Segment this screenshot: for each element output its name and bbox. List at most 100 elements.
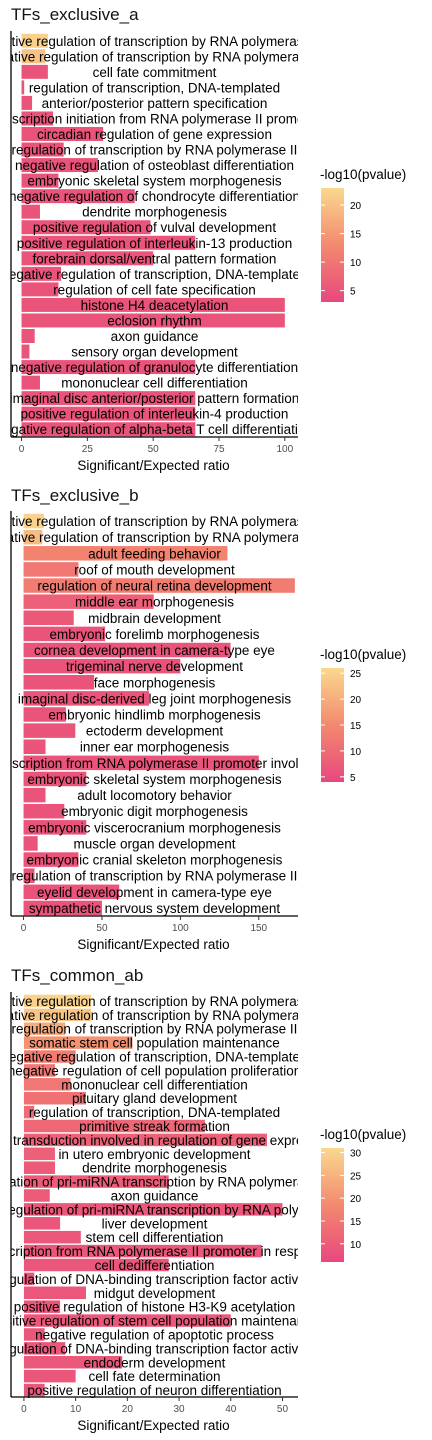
bar <box>23 675 95 690</box>
bar-label: adult locomotory behavior <box>77 788 232 803</box>
bar <box>23 594 154 609</box>
bar-label: regulation of pri-miRNA transcription by… <box>0 1175 330 1190</box>
bar <box>23 1203 283 1216</box>
bar-label: somatic stem cell population maintenance <box>29 1036 280 1051</box>
bar-label: regulation of transcription by RNA polym… <box>12 1022 298 1037</box>
bar-label: positive regulation of vulval developmen… <box>33 220 276 235</box>
bar-label: sensory organ development <box>71 345 238 360</box>
x-tick-label: 100 <box>172 923 189 934</box>
legend-tick-label: 25 <box>350 669 362 680</box>
bar-label: cell fate determination <box>88 1369 220 1384</box>
bar-label: regulation of transcription by RNA polym… <box>12 869 298 884</box>
legend-title: -log10(pvalue) <box>320 167 406 182</box>
bar <box>21 391 196 406</box>
bar-label: positive regulation of transcription by … <box>0 514 322 529</box>
legend-tick-label: 15 <box>350 1217 362 1228</box>
bar <box>23 1022 66 1035</box>
bar <box>21 142 64 157</box>
bar-label: regulation of transcription, DNA-templat… <box>29 1105 280 1120</box>
x-tick-label: 20 <box>122 1404 134 1415</box>
chart-panel-1: TFs_exclusive_a positive regulation of tr… <box>0 5 406 473</box>
bar-label: regulation of DNA-binding transcription … <box>0 1341 312 1356</box>
bar <box>23 1258 169 1272</box>
legend-tick-label: 25 <box>350 1171 362 1182</box>
bar <box>21 313 285 328</box>
bar <box>23 1328 45 1341</box>
x-tick-label: 150 <box>250 923 267 934</box>
color-legend: -log10(pvalue) 5 10 15 20 <box>320 167 406 302</box>
bar-label: forebrain dorsal/ventral pattern formati… <box>33 251 277 266</box>
legend-tick-label: 20 <box>350 695 362 706</box>
bar <box>23 1383 45 1397</box>
bar-group <box>21 33 285 437</box>
bar <box>23 578 295 593</box>
bar <box>21 80 25 95</box>
bar-label: negative regulation of transcription by … <box>0 49 325 64</box>
bar-label: positive regulation of pri-miRNA transcr… <box>0 1202 355 1217</box>
bar <box>23 868 35 883</box>
bar <box>23 1064 55 1077</box>
bar-label: eclosion rhythm <box>107 313 202 328</box>
chart-panel-2: TFs_exclusive_b positive regulation of tr… <box>0 486 406 952</box>
legend-tick-label: 30 <box>350 1149 362 1160</box>
bar <box>23 1119 205 1133</box>
x-tick-label: 100 <box>276 444 293 455</box>
x-tick-label: 75 <box>213 444 225 455</box>
bar-label: regulation of DNA-binding transcription … <box>0 1272 312 1287</box>
bar-label: stem cell differentiation <box>86 1230 224 1245</box>
bar-label: regulation of neural retina development <box>37 579 271 594</box>
label-group: positive regulation of transcription by … <box>0 994 355 1398</box>
bar <box>23 658 181 674</box>
bar <box>23 1161 55 1174</box>
bar <box>21 297 285 312</box>
bar <box>21 127 104 141</box>
bar <box>21 360 196 375</box>
bar <box>23 1356 123 1369</box>
legend-colorbar <box>321 1148 344 1262</box>
bar <box>21 64 48 79</box>
bar-label: embryonic forelimb morphogenesis <box>49 627 259 642</box>
x-tick-label: 10 <box>70 1404 82 1415</box>
bar-label: transcription from RNA polymerase II pro… <box>0 1244 330 1259</box>
bar <box>23 1244 262 1258</box>
bar <box>21 95 33 110</box>
bar-label: regulation of transcription by RNA polym… <box>12 143 298 158</box>
bar-label: negative regulation of apoptotic process <box>35 1327 274 1342</box>
bar-label: pituitary gland development <box>72 1091 237 1106</box>
bar <box>21 204 40 219</box>
bar <box>23 836 38 851</box>
legend-tick-label: 20 <box>350 1194 362 1205</box>
bar <box>21 375 40 390</box>
chart-title: TFs_exclusive_b <box>11 486 139 505</box>
bar <box>21 266 62 281</box>
bar-label: transcription from RNA polymerase II pro… <box>0 756 320 771</box>
bar <box>23 1314 231 1327</box>
bar-label: negative regulation of osteoblast differ… <box>15 158 294 173</box>
bar-label: sympathetic nervous system development <box>29 901 281 916</box>
legend-colorbar <box>321 188 344 302</box>
bar-label: dendrite morphogenesis <box>82 1161 227 1176</box>
bar <box>23 1008 92 1022</box>
x-tick-label: 30 <box>174 1404 186 1415</box>
bar-label: endoderm development <box>84 1355 226 1370</box>
bar-label: negative regulation of transcription by … <box>0 530 325 545</box>
color-legend: -log10(pvalue) 5 10 15 20 25 <box>320 647 406 784</box>
bar-label: middle ear morphogenesis <box>75 595 234 610</box>
bar-label: positive regulation of transcription by … <box>0 994 322 1009</box>
x-tick-label: 0 <box>21 923 27 934</box>
bar <box>23 723 76 738</box>
bar-label: mononuclear cell differentiation <box>61 1077 248 1092</box>
bar-label: adult feeding behavior <box>88 546 221 561</box>
x-tick-label: 25 <box>82 444 94 455</box>
x-axis-label: Significant/Expected ratio <box>77 458 229 473</box>
bar-label: embryonic skeletal system morphogenesis <box>27 772 282 787</box>
bar-label: regulation of cell fate specification <box>53 282 256 297</box>
legend-tick-label: 5 <box>350 287 356 298</box>
bar-label: mononuclear cell differentiation <box>61 376 248 391</box>
bar-label: ectoderm development <box>86 724 224 739</box>
bar-label: in utero embryonic development <box>58 1147 250 1162</box>
bar <box>23 1147 55 1161</box>
legend-tick-label: 10 <box>350 258 362 269</box>
bar <box>23 1189 50 1202</box>
x-axis-label: Significant/Expected ratio <box>77 1418 229 1433</box>
